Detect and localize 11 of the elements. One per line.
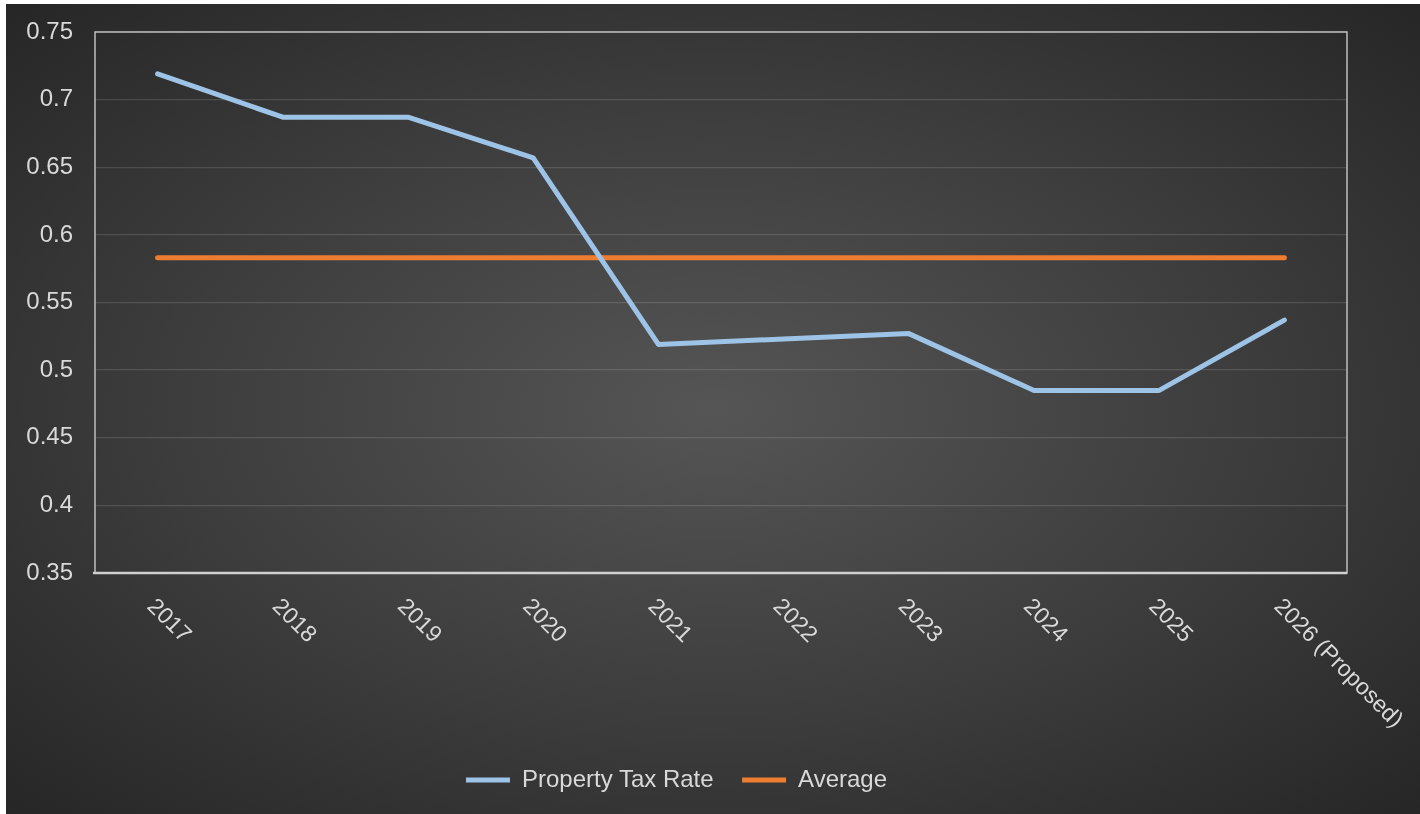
y-tick-label: 0.35: [26, 557, 73, 585]
y-tick-label: 0.55: [26, 287, 73, 315]
y-tick-label: 0.5: [39, 354, 73, 382]
y-tick-label: 0.75: [26, 16, 73, 44]
legend-label: Average: [798, 764, 888, 792]
y-tick-label: 0.6: [39, 219, 73, 247]
y-tick-label: 0.45: [26, 422, 73, 450]
y-tick-label: 0.65: [26, 151, 73, 179]
y-tick-label: 0.7: [39, 84, 73, 112]
y-tick-label: 0.4: [39, 490, 73, 517]
legend-label: Property Tax Rate: [521, 764, 714, 792]
